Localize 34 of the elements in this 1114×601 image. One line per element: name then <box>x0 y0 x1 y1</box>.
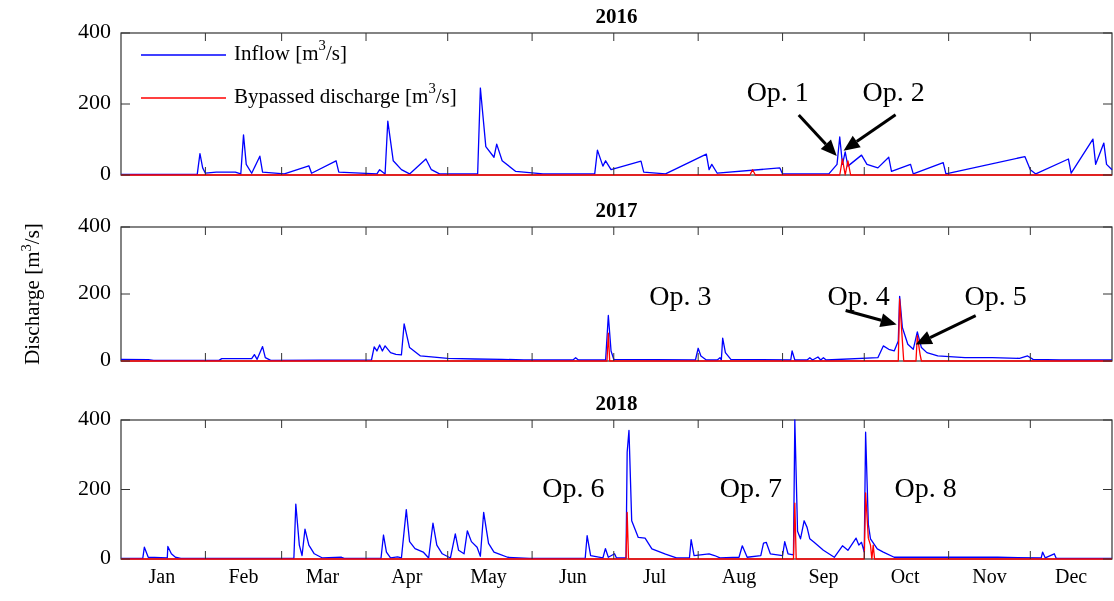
annotation: Op. 8 <box>894 471 957 503</box>
chart-title: 2016 <box>595 3 638 28</box>
y-tick-label: 0 <box>100 544 111 570</box>
x-tick-label: Jun <box>559 565 587 587</box>
y-tick-label: 200 <box>78 279 111 305</box>
x-tick-label: Sep <box>808 565 839 588</box>
y-tick-label: 400 <box>78 212 111 238</box>
y-tick-label: 400 <box>78 18 111 44</box>
annotation: Op. 3 <box>649 279 712 311</box>
x-tick-label: Apr <box>391 565 423 588</box>
annotation: Op. 2 <box>862 76 925 108</box>
x-tick-label: Jan <box>148 565 176 587</box>
x-tick-label: Aug <box>721 565 757 588</box>
annotation: Op. 1 <box>746 76 809 108</box>
x-tick-label: Dec <box>1055 565 1088 587</box>
y-tick-label: 0 <box>100 346 111 372</box>
y-tick-label: 200 <box>78 474 111 500</box>
x-tick-label: Oct <box>890 565 920 587</box>
annotation: Op. 7 <box>719 471 782 503</box>
legend-label: Inflow [m$^{3}$/s] <box>234 37 347 65</box>
annotation: Op. 5 <box>964 280 1027 312</box>
x-tick-label: Feb <box>228 565 259 587</box>
x-tick-label: May <box>470 565 507 588</box>
annotation: Op. 4 <box>827 279 890 311</box>
chart-title: 2017 <box>595 197 638 222</box>
y-tick-label: 400 <box>78 405 111 431</box>
x-tick-label: Mar <box>305 565 340 587</box>
y-tick-label: 0 <box>100 160 111 186</box>
legend-label: Bypassed discharge [m$^{3}$/s] <box>234 80 457 108</box>
chart-title: 2018 <box>595 390 638 415</box>
y-tick-label: 200 <box>78 89 111 115</box>
annotation: Op. 6 <box>542 471 605 503</box>
x-tick-label: Jul <box>642 565 667 587</box>
x-tick-label: Nov <box>972 565 1007 587</box>
